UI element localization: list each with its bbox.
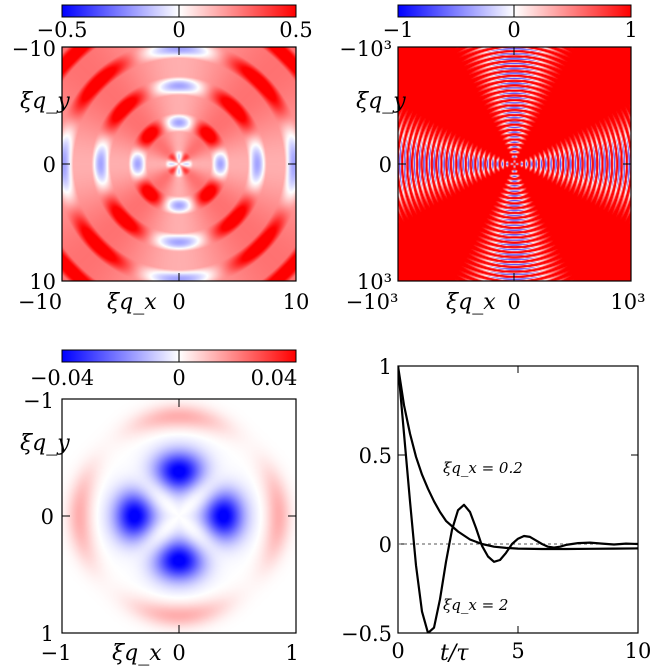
x-tick-left: −10³ [346, 290, 399, 314]
y-axis-label: ξq_y [356, 89, 406, 114]
heatmap-bottom-left [62, 399, 296, 633]
panel-bottom-right: 0 5 10−0.500.51 ξq_x = 0.2 ξq_x = 2 t/τ [341, 355, 651, 666]
y-tick-mid: 0 [379, 153, 392, 177]
x-tick-label: 10 [625, 639, 652, 663]
y-tick-mid: 0 [43, 153, 56, 177]
x-tick-mid: 0 [507, 290, 520, 314]
colorbar-tick-zero: 0 [172, 18, 185, 42]
panel-top-right: −1 0 1 −10³ 0 10³ −10³ 0 10³ ξq_y ξq_x [339, 4, 646, 315]
colorbar-tick-max: 0.04 [251, 366, 298, 390]
colorbar-tick-max: 1 [624, 18, 637, 42]
panel-top-left: −0.5 0 0.5 −10 0 10 −10 0 10 ξq_y ξq_x [12, 4, 313, 315]
y-tick-top: −10 [12, 37, 56, 61]
series-label-1: ξq_x = 2 [443, 596, 508, 614]
heatmap-top-right [398, 47, 631, 281]
y-tick-label: 0.5 [359, 444, 392, 468]
colorbar-tick-zero: 0 [172, 366, 185, 390]
x-axis-label: ξq_x [107, 290, 157, 315]
y-tick-mid: 0 [41, 505, 54, 529]
colorbar-tick-min: −0.5 [37, 18, 88, 42]
y-tick-top: −1 [23, 389, 54, 413]
x-tick-mid: 0 [172, 641, 185, 665]
colorbar-tick-zero: 0 [507, 18, 520, 42]
y-tick-label: 0 [379, 533, 392, 557]
y-axis-label: ξq_y [20, 431, 70, 456]
colorbar-tick-min: −1 [383, 18, 414, 42]
heatmap-top-left [62, 47, 296, 281]
x-tick-right: 10 [283, 290, 310, 314]
colorbar-tick-min: −0.04 [30, 366, 94, 390]
y-tick-label: −0.5 [341, 622, 392, 646]
x-axis-label: t/τ [440, 641, 469, 666]
colorbar-tick-max: 0.5 [279, 18, 312, 42]
series-line-0 [398, 366, 638, 551]
y-tick-top: −10³ [339, 37, 392, 61]
x-tick-right: 1 [285, 641, 298, 665]
x-tick-left: −10 [18, 290, 62, 314]
series-label-0: ξq_x = 0.2 [443, 459, 523, 477]
y-tick-label: 1 [379, 355, 392, 379]
x-axis-label: ξq_x [112, 641, 162, 666]
y-tick-bottom: 1 [41, 622, 54, 646]
x-tick-right: 10³ [610, 290, 645, 314]
y-tick-bottom: 10³ [357, 270, 392, 294]
x-axis-label: ξq_x [446, 290, 496, 315]
x-tick-mid: 0 [172, 290, 185, 314]
panel-bottom-left: −0.04 0 0.04 −1 0 1 −1 0 1 ξq_y ξq_x [20, 349, 299, 666]
series-line-1 [398, 366, 638, 633]
x-tick-left: −1 [41, 641, 72, 665]
y-axis-label: ξq_y [20, 89, 70, 114]
x-tick-label: 5 [511, 639, 524, 663]
x-tick-label: 0 [391, 639, 404, 663]
y-tick-bottom: 10 [29, 270, 56, 294]
